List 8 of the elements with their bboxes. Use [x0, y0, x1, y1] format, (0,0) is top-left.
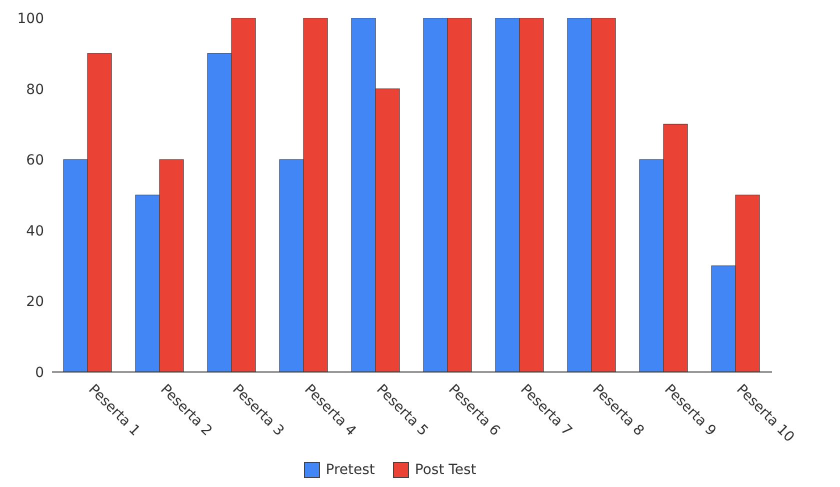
legend-label: Pretest: [326, 462, 375, 478]
y-tick-label: 60: [26, 152, 44, 169]
y-tick-label: 20: [26, 294, 44, 310]
legend-label: Post Test: [414, 462, 476, 478]
y-tick-label: 100: [17, 10, 44, 27]
y-tick-label: 80: [26, 82, 44, 98]
y-tick-label: 40: [26, 223, 44, 240]
y-tick-label: 0: [35, 364, 44, 381]
